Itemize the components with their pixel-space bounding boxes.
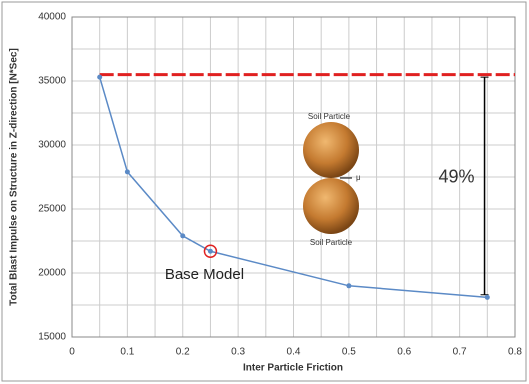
x-tick-label: 0.7	[453, 347, 467, 358]
frame	[2, 2, 526, 381]
point	[485, 295, 490, 300]
y-tick-label: 30000	[38, 140, 66, 151]
x-tick-label: 0.5	[342, 347, 356, 358]
y-tick-label: 20000	[38, 268, 66, 279]
bracket-label: 49%	[439, 167, 475, 187]
particle	[303, 122, 359, 178]
x-tick-label: 0.1	[120, 347, 134, 358]
point	[125, 169, 130, 174]
y-tick-label: 35000	[38, 76, 66, 87]
inset-label: Soil Particle	[308, 112, 351, 121]
x-tick-label: 0.3	[231, 347, 245, 358]
point	[97, 75, 102, 80]
inset-symbol: μ	[356, 173, 361, 182]
y-tick-label: 40000	[38, 12, 66, 23]
x-tick-label: 0.4	[287, 347, 301, 358]
x-tick-label: 0.8	[508, 347, 522, 358]
point	[208, 249, 213, 254]
point	[346, 283, 351, 288]
point	[180, 233, 185, 238]
x-tick-label: 0.6	[397, 347, 411, 358]
x-tick-label: 0	[69, 347, 75, 358]
x-tick-label: 0.2	[176, 347, 190, 358]
y-tick-label: 15000	[38, 332, 66, 343]
highlight-label: Base Model	[165, 266, 244, 283]
y-tick-label: 25000	[38, 204, 66, 215]
chart: Inter Particle Friction Total Blast Impu…	[0, 0, 529, 384]
particle	[303, 178, 359, 234]
y-axis-title: Total Blast Impulse on Structure in Z-di…	[9, 48, 20, 306]
inset-label: Soil Particle	[310, 238, 353, 247]
inset: Soil Particle Soil Particle μ	[303, 112, 361, 247]
x-axis-title: Inter Particle Friction	[243, 363, 343, 374]
